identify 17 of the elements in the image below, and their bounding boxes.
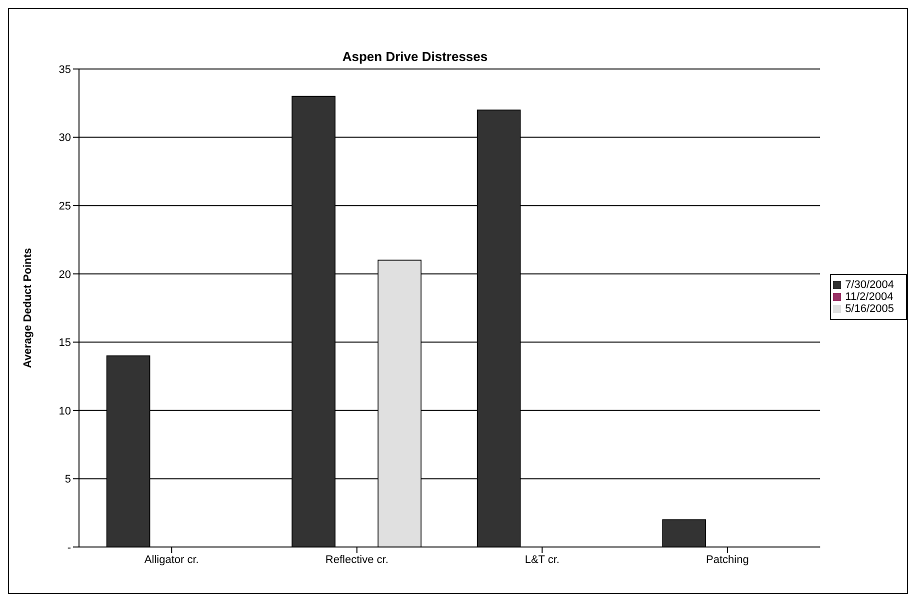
y-axis-title: Average Deduct Points — [22, 248, 34, 368]
legend-label: 5/16/2005 — [845, 303, 894, 315]
y-tick-label: 15 — [58, 337, 71, 350]
y-tick-label: - — [67, 542, 72, 554]
legend-label: 11/2/2004 — [845, 291, 894, 303]
x-tick-label: Patching — [706, 554, 749, 566]
x-tick-label: Alligator cr. — [144, 554, 199, 566]
x-tick-label: Reflective cr. — [325, 554, 388, 566]
y-tick-label: 30 — [58, 132, 71, 144]
y-tick-label: 5 — [64, 474, 71, 486]
y-tick-label: 10 — [58, 405, 71, 418]
y-tick-label: 35 — [58, 64, 71, 76]
y-tick-label: 20 — [58, 268, 71, 281]
legend-label: 7/30/2004 — [845, 279, 894, 291]
chart-title: Aspen Drive Distresses — [341, 49, 489, 64]
y-tick-label: 25 — [58, 200, 71, 212]
x-tick-label: L&T cr. — [524, 554, 560, 566]
